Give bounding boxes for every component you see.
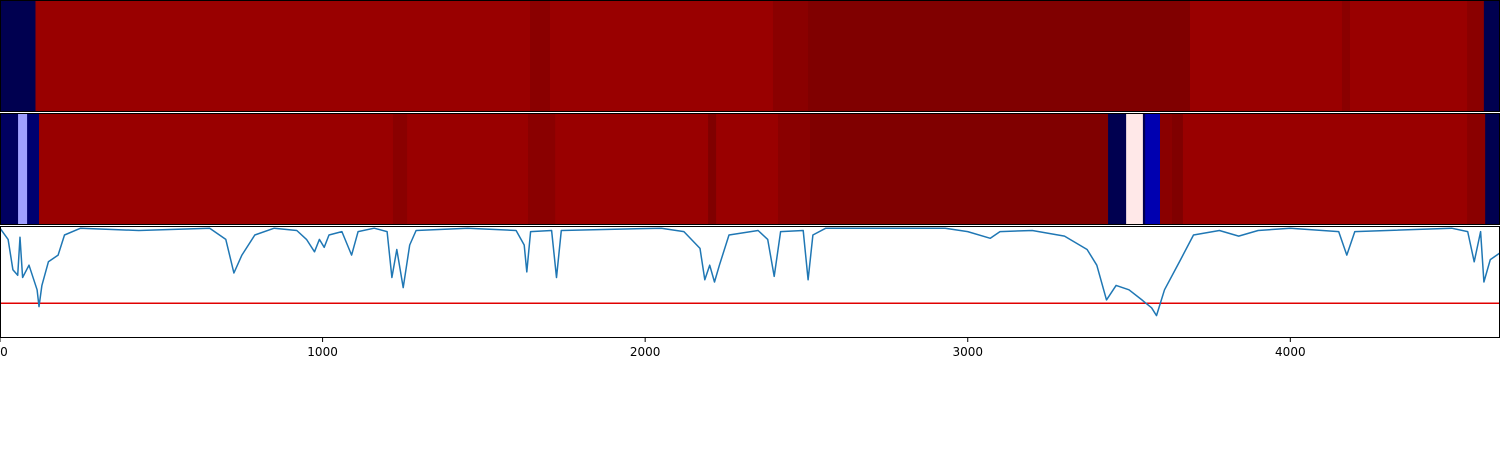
x-tick-label: 0	[0, 345, 8, 359]
heat-cell	[27, 113, 40, 225]
heat-cell	[1142, 113, 1146, 225]
heat-cell	[1467, 0, 1485, 112]
heat-cell	[39, 113, 394, 225]
x-tick-label: 2000	[630, 345, 661, 359]
x-tick-label: 3000	[952, 345, 983, 359]
heat-cell	[772, 0, 809, 112]
heat-cell	[1190, 0, 1343, 112]
heat-cell	[407, 113, 529, 225]
heat-cell	[1483, 0, 1500, 112]
heat-cell	[530, 0, 551, 112]
heat-cell	[1182, 113, 1468, 225]
heat-cell	[555, 113, 709, 225]
heat-cell	[1485, 113, 1500, 225]
heat-cell	[1160, 113, 1173, 225]
line-series	[0, 227, 1500, 317]
heat-cell	[1171, 113, 1184, 225]
heat-cell	[1108, 113, 1127, 225]
heat-cell	[528, 113, 556, 225]
heat-cell	[1126, 113, 1144, 225]
heat-cell	[778, 113, 811, 225]
heat-cell	[18, 113, 28, 225]
x-tick-label: 4000	[1275, 345, 1306, 359]
heat-cell	[35, 0, 531, 112]
heat-cell	[716, 113, 779, 225]
heat-cell	[808, 0, 1191, 112]
plot-frame	[0, 226, 1500, 338]
heat-cell	[810, 113, 1109, 225]
heat-cell	[550, 0, 774, 112]
heat-cell	[1350, 0, 1468, 112]
heat-cell	[1467, 113, 1486, 225]
heat-cell	[1341, 0, 1351, 112]
heat-cell	[0, 0, 36, 112]
heat-cell	[708, 113, 717, 225]
x-tick-label: 1000	[307, 345, 338, 359]
heat-cell	[0, 113, 19, 225]
heat-cell	[1145, 113, 1161, 225]
heat-cell	[392, 113, 408, 225]
